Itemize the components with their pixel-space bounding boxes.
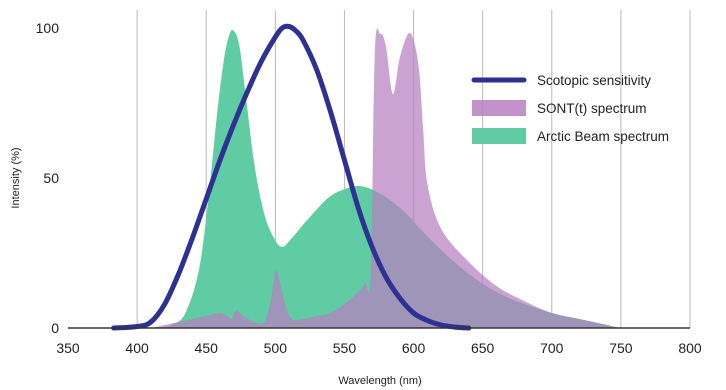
- x-tick-label-450: 450: [195, 340, 219, 356]
- x-tick-label-800: 800: [678, 340, 702, 356]
- legend-swatch-sont-t-spectrum: [472, 100, 526, 116]
- y-axis-ticks: 0 50 100: [36, 20, 60, 336]
- series-line-scotopic-sensitivity: [111, 23, 472, 331]
- legend: Scotopic sensitivity SONT(t) spectrum Arct…: [471, 73, 669, 144]
- x-tick-label-700: 700: [540, 340, 564, 356]
- y-tick-label-0: 0: [51, 320, 59, 336]
- series-area-sont-t-spectrum: [150, 28, 621, 328]
- x-tick-label-550: 550: [333, 340, 357, 356]
- legend-label-scotopic-sensitivity: Scotopic sensitivity: [537, 73, 651, 88]
- y-axis-title: Intensity (%): [10, 147, 22, 208]
- y-tick-label-100: 100: [36, 20, 60, 36]
- x-tick-label-750: 750: [609, 340, 633, 356]
- legend-swatch-arctic-beam-spectrum: [472, 128, 526, 144]
- y-tick-label-50: 50: [43, 170, 59, 186]
- x-tick-label-500: 500: [264, 340, 288, 356]
- x-tick-label-400: 400: [125, 340, 149, 356]
- x-axis-ticks: 350 400 450 500 550 600 650 700 750 800: [56, 340, 702, 356]
- x-axis-title: Wavelength (nm): [338, 375, 421, 387]
- series-layer: [111, 23, 621, 331]
- series-area-arctic-beam-spectrum: [157, 29, 614, 328]
- x-tick-label-600: 600: [402, 340, 426, 356]
- legend-label-sont-t-spectrum: SONT(t) spectrum: [537, 101, 647, 116]
- x-tick-label-650: 650: [471, 340, 495, 356]
- legend-label-arctic-beam-spectrum: Arctic Beam spectrum: [537, 129, 669, 144]
- x-tick-label-350: 350: [56, 340, 80, 356]
